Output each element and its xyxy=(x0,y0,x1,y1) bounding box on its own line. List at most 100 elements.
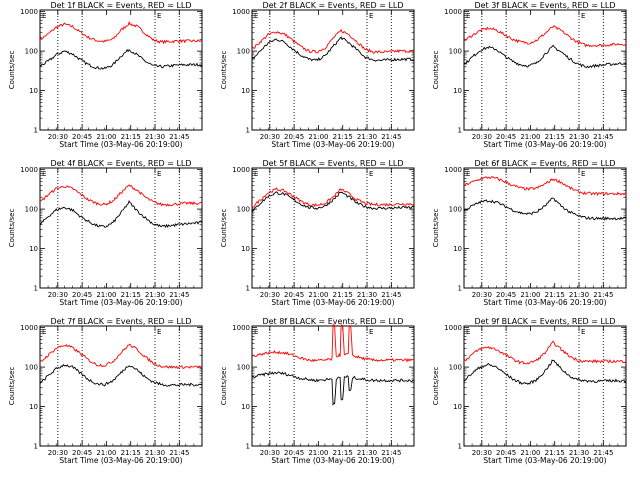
x-tick-label: 21:30 xyxy=(357,449,377,457)
detector-panel-8: Det 8f BLACK = Events, RED = LLD 1 10 100 10… xyxy=(220,317,415,465)
x-tick-label: 20:30 xyxy=(472,449,492,457)
x-tick-label: 21:15 xyxy=(333,449,353,457)
x-axis-label: Start Time (03-May-06 20:19:00) xyxy=(59,456,182,465)
x-tick-label: 20:45 xyxy=(496,291,516,299)
x-tick-label: 21:15 xyxy=(545,449,565,457)
panel-title: Det 4f BLACK = Events, RED = LLD xyxy=(50,159,191,168)
series-red-line xyxy=(463,25,627,48)
marker-label: E xyxy=(254,170,258,178)
series-black-line xyxy=(39,363,203,387)
marker-label: E xyxy=(466,12,470,20)
x-tick-label: 20:45 xyxy=(284,133,304,141)
detector-panel-2: Det 2f BLACK = Events, RED = LLD 1 10 100 10… xyxy=(220,1,415,149)
x-axis-label: Start Time (03-May-06 20:19:00) xyxy=(271,298,394,307)
x-axis-label: Start Time (03-May-06 20:19:00) xyxy=(271,140,394,149)
x-tick-label: 20:45 xyxy=(496,133,516,141)
panel-title: Det 6f BLACK = Events, RED = LLD xyxy=(474,159,615,168)
x-tick-label: 21:15 xyxy=(545,133,565,141)
y-tick-label: 10 xyxy=(29,403,38,411)
series-red-line xyxy=(251,28,415,54)
x-tick-label: 21:15 xyxy=(333,291,353,299)
y-tick-label: 1 xyxy=(246,285,250,293)
panel-title: Det 5f BLACK = Events, RED = LLD xyxy=(262,159,403,168)
x-tick-label: 21:30 xyxy=(569,449,589,457)
x-axis-label: Start Time (03-May-06 20:19:00) xyxy=(483,140,606,149)
detector-panel-3: Det 3f BLACK = Events, RED = LLD 1 10 100 10… xyxy=(432,1,627,149)
panel-title: Det 2f BLACK = Events, RED = LLD xyxy=(262,1,403,10)
plot-frame xyxy=(251,167,415,289)
x-tick-label: 21:00 xyxy=(520,449,540,457)
x-tick-label: 20:45 xyxy=(284,291,304,299)
series-red-line xyxy=(251,324,415,363)
y-tick-label: 100 xyxy=(237,48,250,56)
y-axis-label: Counts/sec xyxy=(8,367,16,406)
x-tick-label: 21:45 xyxy=(593,449,613,457)
plot-frame xyxy=(39,9,203,131)
series-red-line xyxy=(463,340,627,365)
x-tick-label: 21:45 xyxy=(169,449,189,457)
detector-panel-9: Det 9f BLACK = Events, RED = LLD 1 10 100 10… xyxy=(432,317,627,465)
y-tick-label: 1 xyxy=(34,285,38,293)
x-tick-label: 20:45 xyxy=(72,291,92,299)
y-tick-label: 100 xyxy=(449,48,462,56)
x-tick-label: 21:30 xyxy=(145,449,165,457)
x-tick-label: 20:30 xyxy=(48,291,68,299)
y-tick-label: 1000 xyxy=(20,324,38,332)
plot-frame xyxy=(463,167,627,289)
x-tick-label: 21:15 xyxy=(333,133,353,141)
plot-frame xyxy=(463,9,627,131)
panel-title: Det 8f BLACK = Events, RED = LLD xyxy=(262,317,403,326)
x-tick-label: 21:00 xyxy=(308,291,328,299)
y-tick-label: 10 xyxy=(29,245,38,253)
detector-panel-6: Det 6f BLACK = Events, RED = LLD 1 10 100 10… xyxy=(432,159,627,307)
y-axis-label: Counts/sec xyxy=(432,367,440,406)
x-tick-label: 20:45 xyxy=(72,133,92,141)
x-tick-label: 20:45 xyxy=(496,449,516,457)
series-red-line xyxy=(39,184,203,207)
y-tick-label: 1000 xyxy=(20,166,38,174)
x-tick-label: 21:00 xyxy=(520,133,540,141)
y-tick-label: 1000 xyxy=(444,8,462,16)
y-tick-label: 1 xyxy=(246,443,250,451)
marker-label: E xyxy=(254,328,258,336)
x-tick-label: 20:30 xyxy=(472,133,492,141)
x-tick-label: 21:30 xyxy=(357,291,377,299)
series-black-line xyxy=(463,44,627,69)
x-axis-label: Start Time (03-May-06 20:19:00) xyxy=(59,298,182,307)
x-tick-label: 21:45 xyxy=(381,449,401,457)
y-axis-label: Counts/sec xyxy=(220,209,228,248)
y-tick-label: 1 xyxy=(458,127,462,135)
marker-label: E xyxy=(157,12,161,20)
series-red-line xyxy=(39,343,203,370)
x-tick-label: 21:45 xyxy=(593,133,613,141)
y-tick-label: 100 xyxy=(25,48,38,56)
x-tick-label: 21:45 xyxy=(381,291,401,299)
x-tick-label: 21:30 xyxy=(569,133,589,141)
series-red-line xyxy=(251,187,415,209)
x-tick-label: 21:30 xyxy=(145,133,165,141)
y-tick-label: 1 xyxy=(458,443,462,451)
marker-label: E xyxy=(466,328,470,336)
series-black-line xyxy=(251,191,415,213)
x-tick-label: 21:15 xyxy=(545,291,565,299)
y-tick-label: 1000 xyxy=(20,8,38,16)
series-black-line xyxy=(251,36,415,62)
x-tick-label: 20:30 xyxy=(472,291,492,299)
plot-frame xyxy=(39,325,203,447)
x-tick-label: 20:30 xyxy=(260,449,280,457)
x-tick-label: 21:45 xyxy=(169,291,189,299)
x-tick-label: 21:30 xyxy=(357,133,377,141)
marker-label: E xyxy=(157,170,161,178)
y-tick-label: 1 xyxy=(458,285,462,293)
y-tick-label: 1000 xyxy=(232,8,250,16)
y-tick-label: 100 xyxy=(237,206,250,214)
marker-label: E xyxy=(581,170,585,178)
series-black-line xyxy=(463,359,627,385)
plot-frame xyxy=(251,325,415,447)
y-tick-label: 1000 xyxy=(444,324,462,332)
x-tick-label: 21:15 xyxy=(121,291,141,299)
series-black-line xyxy=(39,199,203,229)
marker-label: E xyxy=(581,328,585,336)
marker-label: E xyxy=(369,328,373,336)
series-black-line xyxy=(463,197,627,221)
